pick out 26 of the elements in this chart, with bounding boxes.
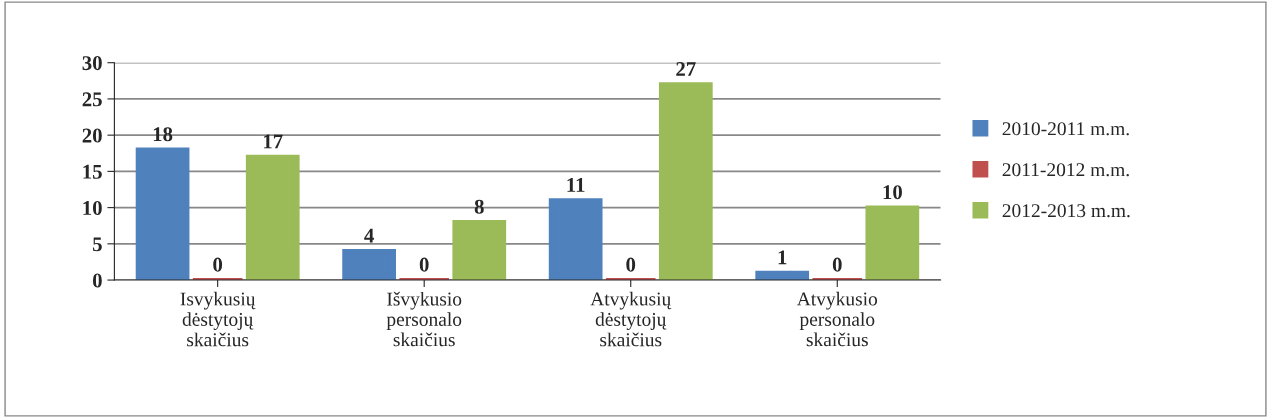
x-tick-label: Išvykusio personalo skaičius — [386, 291, 462, 347]
data-label: 11 — [567, 178, 585, 192]
data-label: 27 — [676, 62, 696, 76]
data-label: 4 — [364, 228, 374, 243]
data-label: 17 — [263, 134, 283, 149]
y-tick-label: 0 — [92, 273, 102, 288]
legend-label: 2012-2013 m.m. — [1002, 204, 1130, 218]
x-tick-label: Atvykusių dėstytojų skaičius — [590, 291, 672, 347]
y-tick-label: 10 — [83, 200, 102, 216]
y-tick-label: 30 — [82, 56, 102, 71]
data-label: 10 — [883, 185, 902, 200]
y-tick-label: 25 — [82, 92, 102, 107]
data-label: 0 — [419, 257, 429, 272]
x-tick-label: Atvykusio personalo skaičius — [796, 291, 878, 347]
legend-label: 2010-2011 m.m. — [1002, 122, 1129, 136]
y-tick-label: 20 — [82, 128, 102, 143]
data-label: 1 — [778, 250, 787, 265]
data-label: 0 — [213, 257, 223, 272]
data-label: 0 — [626, 257, 636, 272]
data-label: 8 — [474, 199, 484, 214]
x-tick-label: Isvykusių dėstytojų skaičius — [180, 291, 256, 347]
legend-label: 2011-2012 m.m. — [1002, 163, 1129, 177]
data-label: 18 — [153, 127, 173, 142]
data-label: 0 — [832, 257, 842, 272]
y-tick-label: 5 — [93, 237, 102, 252]
y-tick-label: 15 — [83, 164, 102, 179]
